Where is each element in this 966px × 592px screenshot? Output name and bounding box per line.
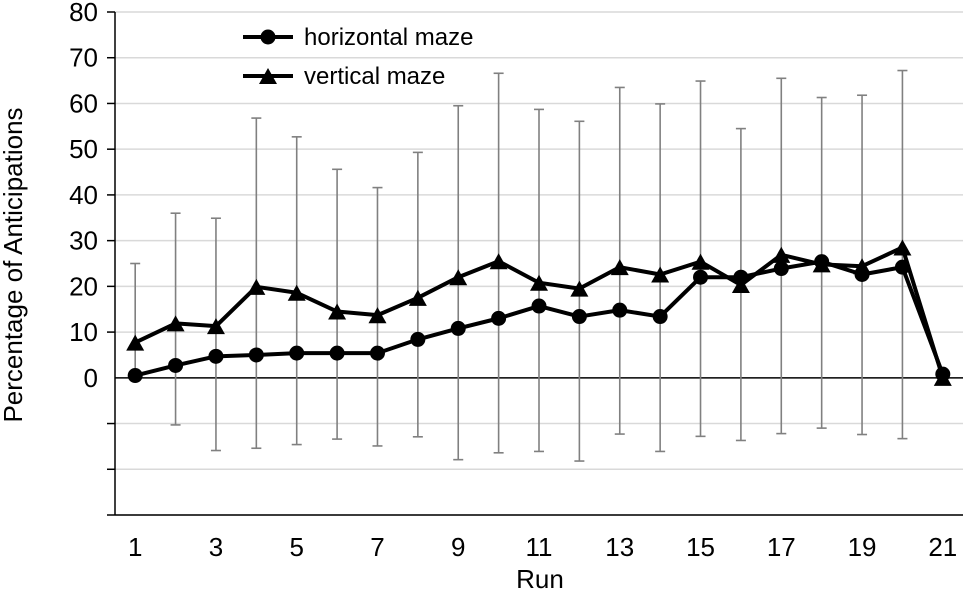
legend: horizontal maze vertical maze bbox=[243, 24, 473, 90]
x-tick-label: 17 bbox=[767, 532, 796, 562]
data-point-triangle bbox=[530, 274, 548, 291]
data-point-circle bbox=[571, 309, 587, 325]
data-point-triangle bbox=[166, 315, 185, 332]
data-point-triangle bbox=[206, 318, 225, 335]
data-point-circle bbox=[652, 309, 668, 325]
data-point-triangle bbox=[287, 284, 306, 301]
y-tick-label: 70 bbox=[69, 43, 98, 73]
error-bar bbox=[130, 262, 141, 379]
legend-circle-marker-icon bbox=[260, 29, 276, 45]
x-tick-label: 9 bbox=[451, 532, 465, 562]
x-tick-label: 19 bbox=[848, 532, 877, 562]
data-point-circle bbox=[773, 261, 789, 277]
series-vertical-maze bbox=[126, 239, 952, 386]
data-point-triangle bbox=[368, 307, 387, 324]
legend-label-horizontal-maze: horizontal maze bbox=[304, 24, 473, 51]
legend-triangle-marker-icon bbox=[259, 68, 277, 85]
data-point-circle bbox=[693, 269, 709, 285]
x-tick-label: 21 bbox=[928, 532, 957, 562]
legend-item-vertical-maze: vertical maze bbox=[243, 63, 445, 90]
data-point-circle bbox=[248, 347, 264, 363]
data-series bbox=[126, 239, 952, 386]
data-point-circle bbox=[531, 298, 547, 314]
data-point-circle bbox=[450, 320, 466, 336]
data-point-triangle bbox=[691, 253, 710, 270]
data-point-circle bbox=[127, 368, 143, 384]
legend-label-vertical-maze: vertical maze bbox=[304, 63, 445, 90]
x-tick-label: 1 bbox=[128, 532, 142, 562]
data-point-circle bbox=[491, 310, 507, 326]
y-tick-label: 60 bbox=[69, 88, 98, 118]
data-point-circle bbox=[410, 331, 426, 347]
data-point-circle bbox=[612, 302, 628, 318]
data-point-triangle bbox=[651, 266, 670, 283]
y-tick-label: 0 bbox=[84, 363, 98, 393]
data-point-triangle bbox=[408, 289, 427, 306]
y-axis-title: Percentage of Anticipations bbox=[0, 107, 28, 422]
data-point-triangle bbox=[610, 259, 629, 276]
x-axis-title: Run bbox=[516, 564, 564, 592]
y-tick-labels: 0 10 20 30 40 50 60 70 80 bbox=[69, 0, 115, 516]
x-tick-label: 7 bbox=[370, 532, 384, 562]
data-point-triangle bbox=[328, 303, 347, 320]
y-tick-label: 10 bbox=[69, 317, 98, 347]
data-point-triangle bbox=[933, 369, 952, 386]
x-tick-label: 15 bbox=[686, 532, 715, 562]
x-tick-label: 3 bbox=[209, 532, 223, 562]
data-point-triangle bbox=[489, 253, 508, 270]
y-tick-label: 80 bbox=[69, 0, 98, 27]
data-point-circle bbox=[168, 357, 184, 373]
data-point-triangle bbox=[772, 246, 791, 263]
x-tick-label: 13 bbox=[605, 532, 634, 562]
data-point-triangle bbox=[853, 258, 872, 275]
data-point-triangle bbox=[449, 269, 468, 286]
data-point-circle bbox=[208, 348, 224, 364]
y-tick-label: 40 bbox=[69, 180, 98, 210]
x-tick-labels: 1 3 5 7 9 11 13 15 17 19 21 bbox=[128, 532, 957, 562]
data-point-triangle bbox=[570, 280, 589, 297]
data-point-triangle bbox=[247, 278, 266, 295]
data-point-triangle bbox=[893, 239, 912, 256]
y-tick-label: 30 bbox=[69, 226, 98, 256]
legend-item-horizontal-maze: horizontal maze bbox=[243, 24, 473, 51]
data-point-triangle bbox=[126, 334, 145, 351]
data-point-circle bbox=[289, 345, 305, 361]
y-tick-label: 50 bbox=[69, 134, 98, 164]
x-tick-label: 11 bbox=[526, 532, 553, 562]
data-point-circle bbox=[329, 345, 345, 361]
error-bar bbox=[210, 217, 221, 452]
data-point-triangle bbox=[731, 276, 750, 294]
y-tick-label: 20 bbox=[69, 271, 98, 301]
data-point-triangle bbox=[812, 256, 831, 273]
x-tick-label: 5 bbox=[289, 532, 303, 562]
series-horizontal-maze bbox=[127, 254, 951, 384]
data-point-circle bbox=[369, 345, 385, 361]
